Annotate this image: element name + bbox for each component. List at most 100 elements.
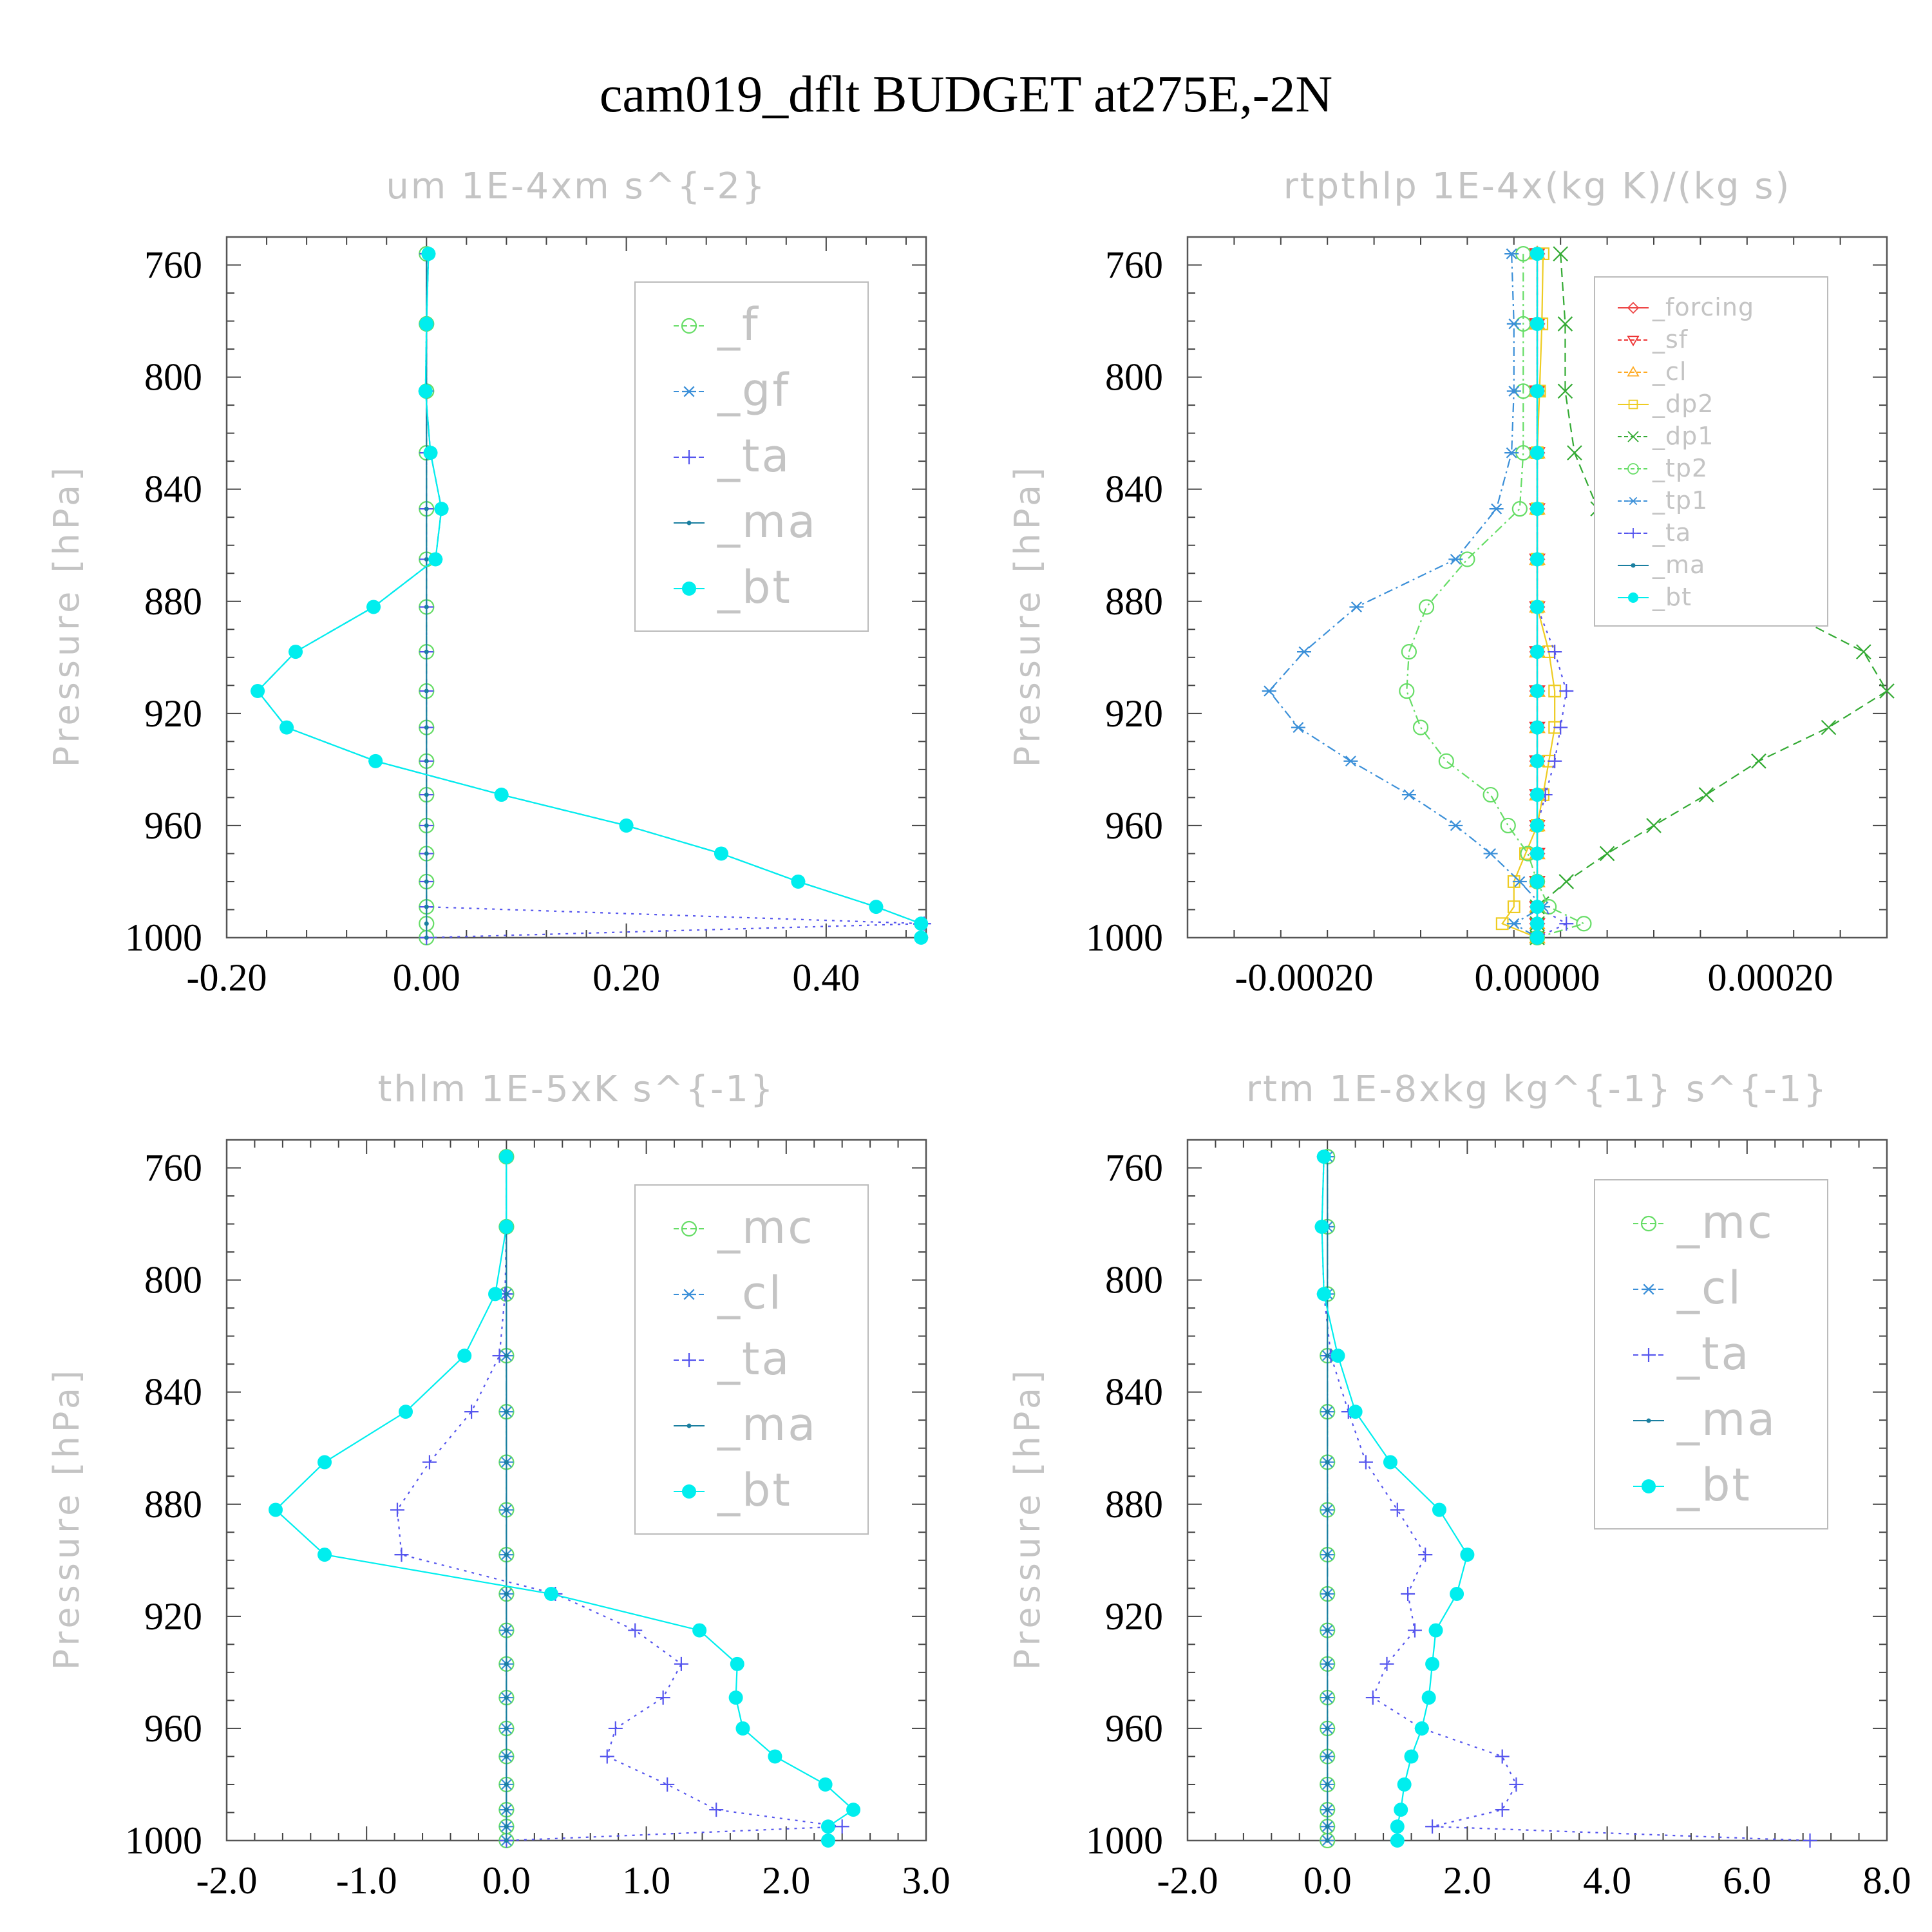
data-point-tp1 bbox=[1448, 554, 1463, 565]
data-point-ma bbox=[504, 1695, 509, 1700]
legend-label: _bt bbox=[1676, 1459, 1752, 1511]
data-point-bt bbox=[366, 600, 381, 614]
legend-swatch-marker bbox=[682, 1289, 696, 1300]
y-tick-label: 760 bbox=[144, 1147, 202, 1189]
data-point-ma bbox=[504, 1838, 509, 1843]
data-point-tp1 bbox=[1512, 876, 1527, 887]
data-point-bt bbox=[251, 684, 265, 699]
data-point-ma bbox=[424, 921, 429, 926]
data-point-ta bbox=[1390, 1502, 1405, 1517]
data-point-bt bbox=[1316, 1287, 1331, 1302]
legend-label: _ta bbox=[1676, 1327, 1750, 1380]
y-tick-label: 840 bbox=[1105, 468, 1163, 511]
x-tick-label: 2.0 bbox=[1443, 1859, 1492, 1902]
data-point-bt bbox=[791, 874, 806, 889]
chart-panel-3: thlm 1E-5xK s^{-1} Pressure [hPa] 760 800 84… bbox=[46, 1068, 951, 1902]
y-tick-label: 1000 bbox=[1086, 1819, 1163, 1862]
legend-box bbox=[1594, 276, 1828, 627]
legend-swatch-marker bbox=[1627, 301, 1640, 314]
legend: _mc _cl _ta _ma _bt bbox=[634, 1184, 869, 1535]
data-point-ma bbox=[1325, 1754, 1330, 1759]
data-point-ma bbox=[504, 1459, 509, 1464]
x-tick-label: -2.0 bbox=[196, 1859, 258, 1902]
data-point-ma bbox=[1325, 1507, 1330, 1512]
data-point-bt bbox=[1432, 1502, 1446, 1517]
data-point-bt bbox=[1421, 1690, 1436, 1705]
panel-title: thlm 1E-5xK s^{-1} bbox=[377, 1068, 775, 1110]
data-point-bt bbox=[1530, 684, 1544, 699]
data-point-tp1 bbox=[1401, 789, 1416, 800]
x-tick-label: 3.0 bbox=[902, 1859, 951, 1902]
data-point-ma bbox=[1325, 1459, 1330, 1464]
y-tick-label: 800 bbox=[144, 1259, 202, 1302]
legend-swatch-marker bbox=[1640, 1215, 1657, 1232]
y-tick-label: 920 bbox=[1105, 1595, 1163, 1638]
legend-swatch-marker bbox=[1628, 528, 1638, 538]
data-point-ta bbox=[1548, 645, 1562, 659]
data-point-bt bbox=[1390, 1833, 1405, 1848]
data-point-bt bbox=[434, 502, 449, 516]
x-tick-label: -0.20 bbox=[187, 956, 267, 999]
data-point-dp1 bbox=[1856, 644, 1871, 659]
data-point-bt bbox=[1530, 846, 1544, 861]
data-point-ta bbox=[394, 1548, 409, 1562]
legend-swatch-marker bbox=[682, 386, 696, 397]
legend-swatch-marker bbox=[1631, 563, 1636, 568]
data-point-ma bbox=[1325, 1838, 1330, 1843]
legend: _f _gf _ta _ma _bt bbox=[634, 281, 869, 632]
data-point-bt bbox=[1530, 446, 1544, 460]
data-point-bt bbox=[1530, 874, 1544, 889]
data-point-bt bbox=[421, 247, 436, 261]
series-line-dp1 bbox=[1536, 254, 1888, 938]
legend-swatch-marker bbox=[682, 1353, 696, 1367]
data-point-ma bbox=[504, 1507, 509, 1512]
y-axis-label: Pressure [hPa] bbox=[1007, 464, 1048, 767]
plot-frame bbox=[225, 1139, 927, 1842]
data-point-ma bbox=[504, 1353, 509, 1358]
legend-label: _dp2 bbox=[1652, 390, 1714, 418]
series-line-bt bbox=[256, 254, 922, 938]
data-point-bt bbox=[1397, 1777, 1412, 1792]
data-point-bt bbox=[1316, 1150, 1331, 1164]
data-point-ma bbox=[1325, 1662, 1330, 1667]
data-point-ta bbox=[1358, 1455, 1373, 1470]
data-point-bt bbox=[1414, 1721, 1429, 1736]
data-point-bt bbox=[279, 720, 294, 735]
data-point-bt bbox=[1530, 600, 1544, 614]
data-point-bt bbox=[423, 446, 438, 460]
data-point-bt bbox=[1530, 502, 1544, 516]
data-point-ta bbox=[600, 1749, 614, 1764]
x-tick-label: 0.00 bbox=[393, 956, 460, 999]
x-tick-label: 6.0 bbox=[1723, 1859, 1771, 1902]
legend-label: _ma bbox=[1652, 551, 1705, 579]
data-point-ma bbox=[424, 851, 429, 856]
data-point-ma bbox=[1325, 1628, 1330, 1633]
data-point-ta bbox=[1418, 1548, 1433, 1562]
data-point-bt bbox=[418, 384, 433, 399]
series-group bbox=[251, 246, 931, 945]
data-point-ta bbox=[390, 1502, 404, 1517]
x-tick-label: 0.20 bbox=[592, 956, 660, 999]
data-point-ma bbox=[424, 604, 429, 609]
data-point-tp2 bbox=[1399, 683, 1415, 699]
chart-panel-4: rtm 1E-8xkg kg^{-1} s^{-1} Pressure [hPa]… bbox=[1007, 1068, 1911, 1902]
data-point-dp1 bbox=[1557, 316, 1573, 332]
x-tick-label: -2.0 bbox=[1157, 1859, 1218, 1902]
legend-label: _bt bbox=[717, 1464, 792, 1517]
data-point-ma bbox=[1325, 1695, 1330, 1700]
plot-frame bbox=[1186, 1139, 1888, 1842]
data-point-tp2 bbox=[1418, 599, 1435, 615]
legend-swatch-marker bbox=[1627, 336, 1640, 346]
data-point-ta bbox=[1401, 1587, 1416, 1602]
data-point-bt bbox=[730, 1656, 744, 1671]
x-tick-label: 8.0 bbox=[1863, 1859, 1911, 1902]
data-point-tp1 bbox=[1504, 248, 1519, 260]
data-point-tp2 bbox=[1482, 786, 1499, 803]
y-axis-label: Pressure [hPa] bbox=[1007, 1367, 1048, 1670]
data-point-bt bbox=[289, 645, 303, 659]
data-point-dp1 bbox=[1558, 874, 1575, 889]
y-tick-label: 760 bbox=[1105, 244, 1163, 287]
data-point-bt bbox=[1450, 1587, 1464, 1602]
data-point-bt bbox=[1348, 1405, 1363, 1419]
